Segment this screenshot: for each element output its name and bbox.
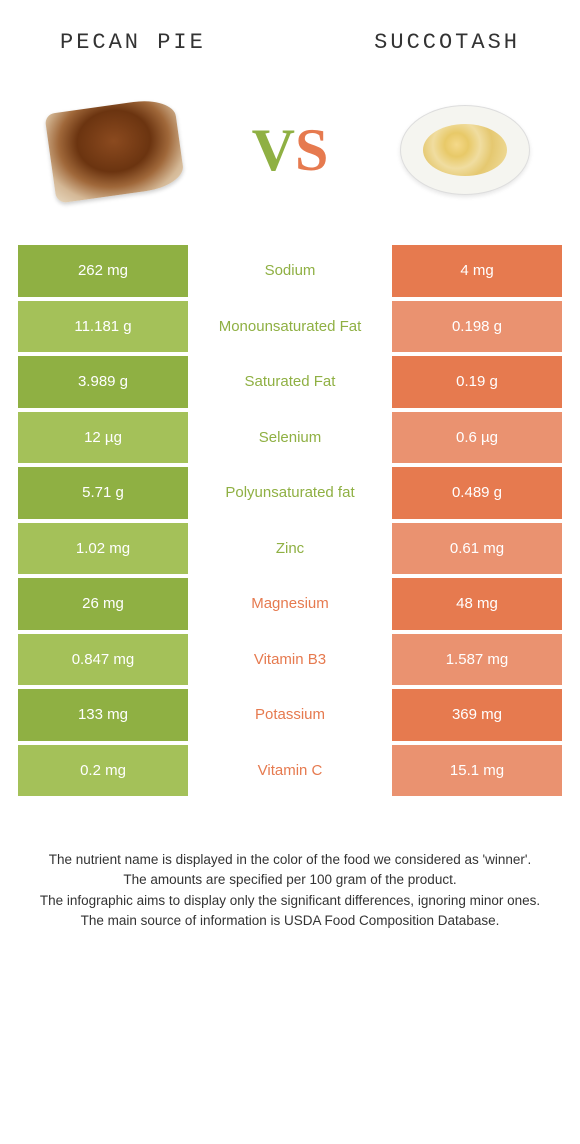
- value-right: 0.19 g: [392, 356, 562, 408]
- table-row: 0.847 mgVitamin B31.587 mg: [18, 634, 562, 686]
- value-right: 0.6 µg: [392, 412, 562, 464]
- value-left: 12 µg: [18, 412, 188, 464]
- food-image-left: [40, 95, 190, 205]
- table-row: 3.989 gSaturated Fat0.19 g: [18, 356, 562, 408]
- table-row: 133 mgPotassium369 mg: [18, 689, 562, 741]
- vs-row: VS: [0, 75, 580, 245]
- nutrient-label: Zinc: [188, 523, 392, 575]
- title-row: Pecan pie Succotash: [0, 0, 580, 75]
- nutrient-label: Polyunsaturated fat: [188, 467, 392, 519]
- footer-line: The amounts are specified per 100 gram o…: [30, 870, 550, 890]
- value-right: 369 mg: [392, 689, 562, 741]
- vs-v: V: [252, 117, 295, 183]
- value-left: 133 mg: [18, 689, 188, 741]
- footer-line: The main source of information is USDA F…: [30, 911, 550, 931]
- value-left: 26 mg: [18, 578, 188, 630]
- value-left: 262 mg: [18, 245, 188, 297]
- table-row: 12 µgSelenium0.6 µg: [18, 412, 562, 464]
- footer-line: The nutrient name is displayed in the co…: [30, 850, 550, 870]
- table-row: 11.181 gMonounsaturated Fat0.198 g: [18, 301, 562, 353]
- title-left: Pecan pie: [60, 30, 206, 55]
- value-right: 1.587 mg: [392, 634, 562, 686]
- nutrient-label: Saturated Fat: [188, 356, 392, 408]
- table-row: 1.02 mgZinc0.61 mg: [18, 523, 562, 575]
- nutrient-label: Vitamin C: [188, 745, 392, 797]
- value-right: 0.61 mg: [392, 523, 562, 575]
- table-row: 262 mgSodium4 mg: [18, 245, 562, 297]
- food-image-right: [390, 95, 540, 205]
- title-right: Succotash: [374, 30, 520, 55]
- table-row: 5.71 gPolyunsaturated fat0.489 g: [18, 467, 562, 519]
- nutrient-label: Selenium: [188, 412, 392, 464]
- value-right: 0.198 g: [392, 301, 562, 353]
- value-right: 4 mg: [392, 245, 562, 297]
- nutrient-label: Sodium: [188, 245, 392, 297]
- nutrient-label: Potassium: [188, 689, 392, 741]
- nutrient-label: Monounsaturated Fat: [188, 301, 392, 353]
- value-left: 1.02 mg: [18, 523, 188, 575]
- footer-line: The infographic aims to display only the…: [30, 891, 550, 911]
- value-left: 11.181 g: [18, 301, 188, 353]
- nutrient-label: Vitamin B3: [188, 634, 392, 686]
- footer-notes: The nutrient name is displayed in the co…: [0, 800, 580, 931]
- pecan-pie-icon: [44, 96, 185, 203]
- nutrient-table: 262 mgSodium4 mg11.181 gMonounsaturated …: [0, 245, 580, 796]
- nutrient-label: Magnesium: [188, 578, 392, 630]
- value-left: 5.71 g: [18, 467, 188, 519]
- value-left: 0.2 mg: [18, 745, 188, 797]
- succotash-bowl-icon: [400, 105, 530, 195]
- value-right: 48 mg: [392, 578, 562, 630]
- vs-s: S: [295, 117, 328, 183]
- table-row: 0.2 mgVitamin C15.1 mg: [18, 745, 562, 797]
- table-row: 26 mgMagnesium48 mg: [18, 578, 562, 630]
- value-left: 3.989 g: [18, 356, 188, 408]
- value-right: 15.1 mg: [392, 745, 562, 797]
- value-right: 0.489 g: [392, 467, 562, 519]
- value-left: 0.847 mg: [18, 634, 188, 686]
- vs-label: VS: [252, 116, 329, 185]
